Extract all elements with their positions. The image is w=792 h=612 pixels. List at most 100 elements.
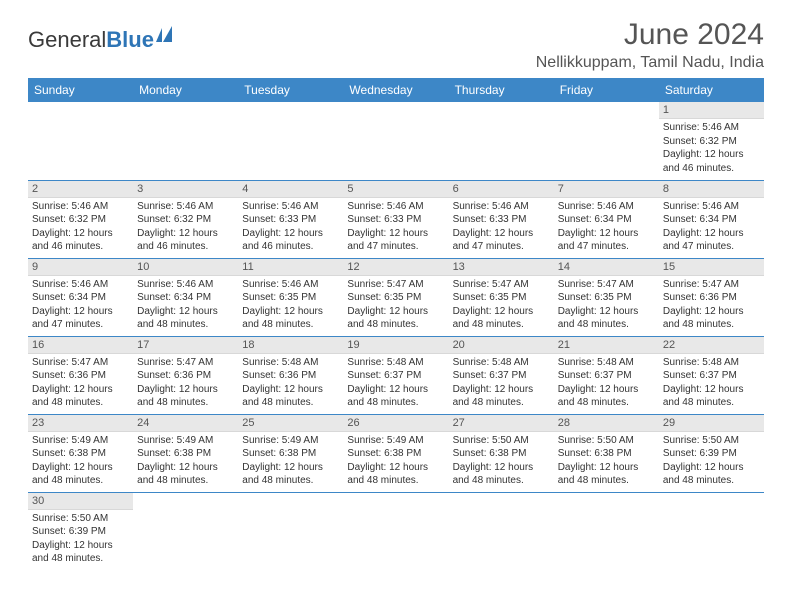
- sunset-line: Sunset: 6:37 PM: [663, 369, 760, 383]
- calendar-cell: 1Sunrise: 5:46 AMSunset: 6:32 PMDaylight…: [659, 102, 764, 180]
- weekday-header: Sunday: [28, 78, 133, 102]
- sunrise-line: Sunrise: 5:47 AM: [137, 356, 234, 370]
- weekday-header: Wednesday: [343, 78, 448, 102]
- sunset-line: Sunset: 6:35 PM: [453, 291, 550, 305]
- sunrise-line: Sunrise: 5:46 AM: [347, 200, 444, 214]
- day-body: Sunrise: 5:49 AMSunset: 6:38 PMDaylight:…: [343, 432, 448, 490]
- sunrise-line: Sunrise: 5:46 AM: [558, 200, 655, 214]
- logo: GeneralBlue: [28, 18, 180, 56]
- day-body: Sunrise: 5:46 AMSunset: 6:32 PMDaylight:…: [659, 119, 764, 177]
- day-number: 17: [133, 337, 238, 354]
- sunrise-line: Sunrise: 5:46 AM: [137, 200, 234, 214]
- daylight-line: Daylight: 12 hours and 48 minutes.: [137, 305, 234, 332]
- daylight-line: Daylight: 12 hours and 48 minutes.: [137, 461, 234, 488]
- calendar-cell: [449, 492, 554, 570]
- calendar-cell: 30Sunrise: 5:50 AMSunset: 6:39 PMDayligh…: [28, 492, 133, 570]
- calendar-cell: 3Sunrise: 5:46 AMSunset: 6:32 PMDaylight…: [133, 180, 238, 258]
- day-number: 3: [133, 181, 238, 198]
- sunset-line: Sunset: 6:36 PM: [137, 369, 234, 383]
- day-body: Sunrise: 5:49 AMSunset: 6:38 PMDaylight:…: [133, 432, 238, 490]
- sunrise-line: Sunrise: 5:49 AM: [137, 434, 234, 448]
- logo-text-general: General: [28, 27, 106, 53]
- sunset-line: Sunset: 6:38 PM: [558, 447, 655, 461]
- daylight-line: Daylight: 12 hours and 46 minutes.: [32, 227, 129, 254]
- daylight-line: Daylight: 12 hours and 48 minutes.: [347, 461, 444, 488]
- calendar-cell: 4Sunrise: 5:46 AMSunset: 6:33 PMDaylight…: [238, 180, 343, 258]
- calendar-cell: [659, 492, 764, 570]
- day-body: Sunrise: 5:48 AMSunset: 6:37 PMDaylight:…: [449, 354, 554, 412]
- day-number: 16: [28, 337, 133, 354]
- day-body: Sunrise: 5:48 AMSunset: 6:37 PMDaylight:…: [343, 354, 448, 412]
- calendar-cell: 2 Sunrise: 5:46 AMSunset: 6:32 PMDaylight…: [28, 180, 133, 258]
- daylight-line: Daylight: 12 hours and 48 minutes.: [347, 305, 444, 332]
- daylight-line: Daylight: 12 hours and 48 minutes.: [663, 305, 760, 332]
- day-number: 12: [343, 259, 448, 276]
- sunrise-line: Sunrise: 5:48 AM: [242, 356, 339, 370]
- weekday-header: Monday: [133, 78, 238, 102]
- sunset-line: Sunset: 6:36 PM: [242, 369, 339, 383]
- daylight-line: Daylight: 12 hours and 48 minutes.: [663, 461, 760, 488]
- day-number: 26: [343, 415, 448, 432]
- sunrise-line: Sunrise: 5:46 AM: [242, 278, 339, 292]
- day-number: 29: [659, 415, 764, 432]
- daylight-line: Daylight: 12 hours and 48 minutes.: [242, 305, 339, 332]
- weekday-header-row: SundayMondayTuesdayWednesdayThursdayFrid…: [28, 78, 764, 102]
- day-body: Sunrise: 5:47 AMSunset: 6:35 PMDaylight:…: [449, 276, 554, 334]
- sunrise-line: Sunrise: 5:50 AM: [32, 512, 129, 526]
- calendar-cell: 16Sunrise: 5:47 AMSunset: 6:36 PMDayligh…: [28, 336, 133, 414]
- sunset-line: Sunset: 6:33 PM: [453, 213, 550, 227]
- day-number: 1: [659, 102, 764, 119]
- day-number: 2: [28, 181, 133, 198]
- weekday-header: Thursday: [449, 78, 554, 102]
- calendar-row: 30Sunrise: 5:50 AMSunset: 6:39 PMDayligh…: [28, 492, 764, 570]
- calendar-row: 23Sunrise: 5:49 AMSunset: 6:38 PMDayligh…: [28, 414, 764, 492]
- daylight-line: Daylight: 12 hours and 48 minutes.: [453, 383, 550, 410]
- day-body: Sunrise: 5:49 AMSunset: 6:38 PMDaylight:…: [28, 432, 133, 490]
- sunset-line: Sunset: 6:32 PM: [663, 135, 760, 149]
- calendar-cell: [238, 102, 343, 180]
- calendar-cell: 28Sunrise: 5:50 AMSunset: 6:38 PMDayligh…: [554, 414, 659, 492]
- page-header: GeneralBlue June 2024 Nellikkuppam, Tami…: [28, 18, 764, 72]
- daylight-line: Daylight: 12 hours and 47 minutes.: [558, 227, 655, 254]
- daylight-line: Daylight: 12 hours and 47 minutes.: [32, 305, 129, 332]
- weekday-header: Saturday: [659, 78, 764, 102]
- day-number: 8: [659, 181, 764, 198]
- sunset-line: Sunset: 6:37 PM: [347, 369, 444, 383]
- day-body: Sunrise: 5:46 AMSunset: 6:33 PMDaylight:…: [343, 198, 448, 256]
- day-body: Sunrise: 5:46 AMSunset: 6:32 PMDaylight:…: [133, 198, 238, 256]
- sunset-line: Sunset: 6:38 PM: [453, 447, 550, 461]
- day-number: 25: [238, 415, 343, 432]
- sunrise-line: Sunrise: 5:50 AM: [453, 434, 550, 448]
- day-body: Sunrise: 5:49 AMSunset: 6:38 PMDaylight:…: [238, 432, 343, 490]
- daylight-line: Daylight: 12 hours and 48 minutes.: [663, 383, 760, 410]
- calendar-cell: 29Sunrise: 5:50 AMSunset: 6:39 PMDayligh…: [659, 414, 764, 492]
- sunrise-line: Sunrise: 5:49 AM: [347, 434, 444, 448]
- sunrise-line: Sunrise: 5:46 AM: [32, 200, 129, 214]
- day-number: 13: [449, 259, 554, 276]
- weekday-header: Tuesday: [238, 78, 343, 102]
- sunset-line: Sunset: 6:33 PM: [347, 213, 444, 227]
- daylight-line: Daylight: 12 hours and 48 minutes.: [32, 539, 129, 566]
- sunset-line: Sunset: 6:34 PM: [32, 291, 129, 305]
- sunset-line: Sunset: 6:32 PM: [137, 213, 234, 227]
- day-body: Sunrise: 5:47 AMSunset: 6:36 PMDaylight:…: [659, 276, 764, 334]
- day-number: 24: [133, 415, 238, 432]
- calendar-cell: 23Sunrise: 5:49 AMSunset: 6:38 PMDayligh…: [28, 414, 133, 492]
- calendar-cell: [28, 102, 133, 180]
- calendar-cell: [554, 102, 659, 180]
- sunrise-line: Sunrise: 5:48 AM: [453, 356, 550, 370]
- daylight-line: Daylight: 12 hours and 48 minutes.: [242, 383, 339, 410]
- calendar-cell: [133, 492, 238, 570]
- sunset-line: Sunset: 6:35 PM: [558, 291, 655, 305]
- sunset-line: Sunset: 6:36 PM: [663, 291, 760, 305]
- calendar-cell: 13Sunrise: 5:47 AMSunset: 6:35 PMDayligh…: [449, 258, 554, 336]
- sunset-line: Sunset: 6:32 PM: [32, 213, 129, 227]
- day-body: Sunrise: 5:46 AMSunset: 6:34 PMDaylight:…: [554, 198, 659, 256]
- sunrise-line: Sunrise: 5:46 AM: [663, 121, 760, 135]
- day-body: Sunrise: 5:46 AMSunset: 6:33 PMDaylight:…: [238, 198, 343, 256]
- day-body: Sunrise: 5:46 AMSunset: 6:34 PMDaylight:…: [659, 198, 764, 256]
- sunrise-line: Sunrise: 5:48 AM: [663, 356, 760, 370]
- sunset-line: Sunset: 6:38 PM: [242, 447, 339, 461]
- calendar-cell: [343, 492, 448, 570]
- day-number: 10: [133, 259, 238, 276]
